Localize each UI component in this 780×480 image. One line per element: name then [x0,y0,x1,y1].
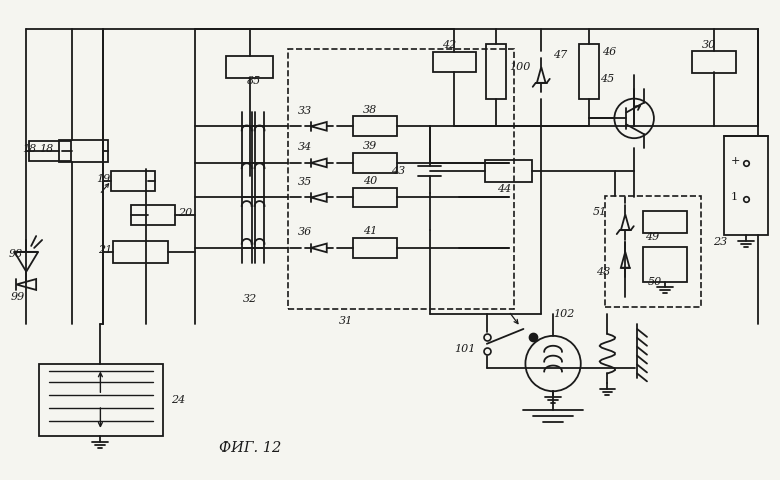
Text: 36: 36 [298,227,312,237]
Bar [486,44,505,99]
Text: 39: 39 [363,141,378,151]
Text: 24: 24 [171,395,185,405]
Text: 19: 19 [97,174,111,184]
Text: 99: 99 [10,292,25,302]
Bar [113,241,168,263]
Text: 20: 20 [179,208,193,218]
Text: 23: 23 [713,237,727,247]
Text: 18: 18 [39,144,53,154]
Text: 38: 38 [363,105,378,115]
Text: 46: 46 [602,47,617,57]
Bar [288,49,513,309]
Text: 34: 34 [298,142,312,152]
Bar [131,205,175,225]
Bar [693,51,736,73]
Text: 100: 100 [509,62,531,72]
Bar [226,56,273,78]
Text: 18: 18 [23,144,37,154]
Bar [58,140,108,162]
Bar [605,195,701,307]
Text: 21: 21 [98,245,112,255]
Text: 30: 30 [702,40,716,50]
Text: ФИГ. 12: ФИГ. 12 [218,441,281,455]
Text: 41: 41 [363,226,378,236]
Text: 1: 1 [731,192,738,203]
Text: 31: 31 [339,316,353,326]
Text: 33: 33 [298,106,312,116]
Text: 47: 47 [553,50,567,60]
Bar [579,44,598,99]
Bar [353,188,397,207]
Bar [432,52,476,72]
Text: 42: 42 [442,40,456,50]
Bar [643,247,686,281]
Bar [353,153,397,173]
Bar [643,211,686,233]
Text: 45: 45 [600,74,614,84]
Text: 50: 50 [647,276,662,287]
Text: 51: 51 [594,207,608,217]
Text: +: + [731,156,740,166]
Bar [29,141,71,161]
Bar [112,171,154,191]
Text: 85: 85 [246,76,261,86]
Text: 49: 49 [645,232,659,242]
Text: 32: 32 [243,294,257,304]
Text: 35: 35 [298,177,312,187]
Text: 48: 48 [596,266,611,276]
Bar [353,238,397,258]
Bar [39,363,163,436]
Text: 44: 44 [497,184,511,193]
Text: 43: 43 [391,166,405,176]
Text: 98: 98 [9,249,23,259]
Bar [485,160,532,182]
Bar [353,117,397,136]
Text: 40: 40 [363,176,378,186]
Bar [724,136,768,235]
Text: 101: 101 [455,344,476,354]
Text: 102: 102 [553,309,574,319]
